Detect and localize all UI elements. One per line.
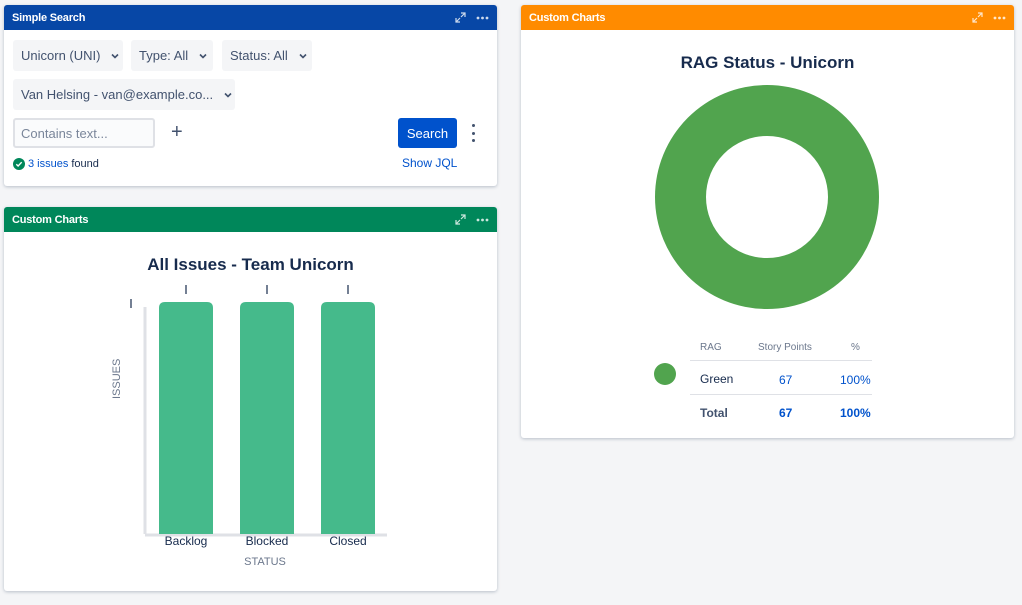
type-dropdown[interactable]: Type: All xyxy=(131,40,213,71)
issues-count-link[interactable]: 3 issues xyxy=(28,158,69,170)
more-options-icon[interactable] xyxy=(476,218,489,222)
more-options-icon[interactable] xyxy=(993,16,1006,20)
project-dropdown[interactable]: Unicorn (UNI) xyxy=(13,40,123,71)
gadget-title: Custom Charts xyxy=(529,11,606,24)
y-axis-label: ISSUES xyxy=(111,358,123,399)
simple-search-gadget: Simple Search Unicorn (UNI) Type: All St… xyxy=(4,5,497,186)
results-suffix: found xyxy=(71,158,99,170)
check-circle-icon xyxy=(13,158,25,170)
bar-blocked[interactable] xyxy=(240,302,294,534)
contains-text-input[interactable] xyxy=(13,118,155,148)
bar-closed[interactable] xyxy=(321,302,375,534)
show-jql-link[interactable]: Show JQL xyxy=(402,156,458,170)
donut-slice-green[interactable] xyxy=(655,85,879,309)
total-row: Total 67 100% xyxy=(690,397,872,425)
x-tick-label: Closed xyxy=(329,534,367,548)
divider xyxy=(690,394,872,395)
chevron-down-icon xyxy=(223,90,233,100)
rag-label: Green xyxy=(700,372,734,386)
more-actions-icon[interactable] xyxy=(469,124,477,142)
status-dropdown[interactable]: Status: All xyxy=(222,40,312,71)
assignee-dropdown-label: Van Helsing - van@example.co... xyxy=(21,87,214,102)
green-legend-dot xyxy=(654,363,676,385)
column-header: Story Points xyxy=(758,342,812,353)
chart-title: All Issues - Team Unicorn xyxy=(147,255,354,274)
story-points-value[interactable]: 67 xyxy=(779,373,793,387)
gadget-header: Custom Charts xyxy=(521,5,1014,30)
bar-chart xyxy=(130,285,387,537)
total-label: Total xyxy=(700,406,728,420)
x-tick-label: Backlog xyxy=(164,534,208,548)
gadget-header: Simple Search xyxy=(4,5,497,30)
percent-value[interactable]: 100% xyxy=(840,373,871,387)
chart-title: RAG Status - Unicorn xyxy=(680,53,855,72)
x-tick-label: Blocked xyxy=(245,534,289,548)
type-dropdown-label: Type: All xyxy=(139,48,189,63)
assignee-dropdown[interactable]: Van Helsing - van@example.co... xyxy=(13,79,235,110)
gadget-title: Custom Charts xyxy=(12,213,89,226)
total-points-value[interactable]: 67 xyxy=(779,406,793,420)
chevron-down-icon xyxy=(298,51,308,61)
project-dropdown-label: Unicorn (UNI) xyxy=(21,48,101,63)
bar-chart-gadget: Custom Charts All Issues - Team Unicorn … xyxy=(4,207,497,591)
bar-backlog[interactable] xyxy=(159,302,213,534)
column-header: % xyxy=(851,342,860,353)
expand-icon[interactable] xyxy=(455,12,466,23)
x-axis-label: STATUS xyxy=(244,556,286,568)
divider xyxy=(690,360,872,361)
donut-chart xyxy=(655,85,879,309)
expand-icon[interactable] xyxy=(455,214,466,225)
column-header: RAG xyxy=(700,342,722,353)
gadget-title: Simple Search xyxy=(12,11,86,24)
expand-icon[interactable] xyxy=(972,12,983,23)
results-summary: 3 issues found xyxy=(13,158,99,170)
search-button[interactable]: Search xyxy=(398,118,457,148)
more-options-icon[interactable] xyxy=(476,16,489,20)
rag-status-gadget: Custom Charts RAG Status - Unicorn RAG S… xyxy=(521,5,1014,438)
total-percent-value[interactable]: 100% xyxy=(840,406,871,420)
table-header-row: RAG Story Points % xyxy=(690,333,872,357)
status-dropdown-label: Status: All xyxy=(230,48,288,63)
table-row: Green 67 100% xyxy=(690,363,872,393)
chevron-down-icon xyxy=(198,51,208,61)
gadget-header: Custom Charts xyxy=(4,207,497,232)
add-filter-button[interactable]: + xyxy=(171,121,183,143)
chevron-down-icon xyxy=(110,51,120,61)
